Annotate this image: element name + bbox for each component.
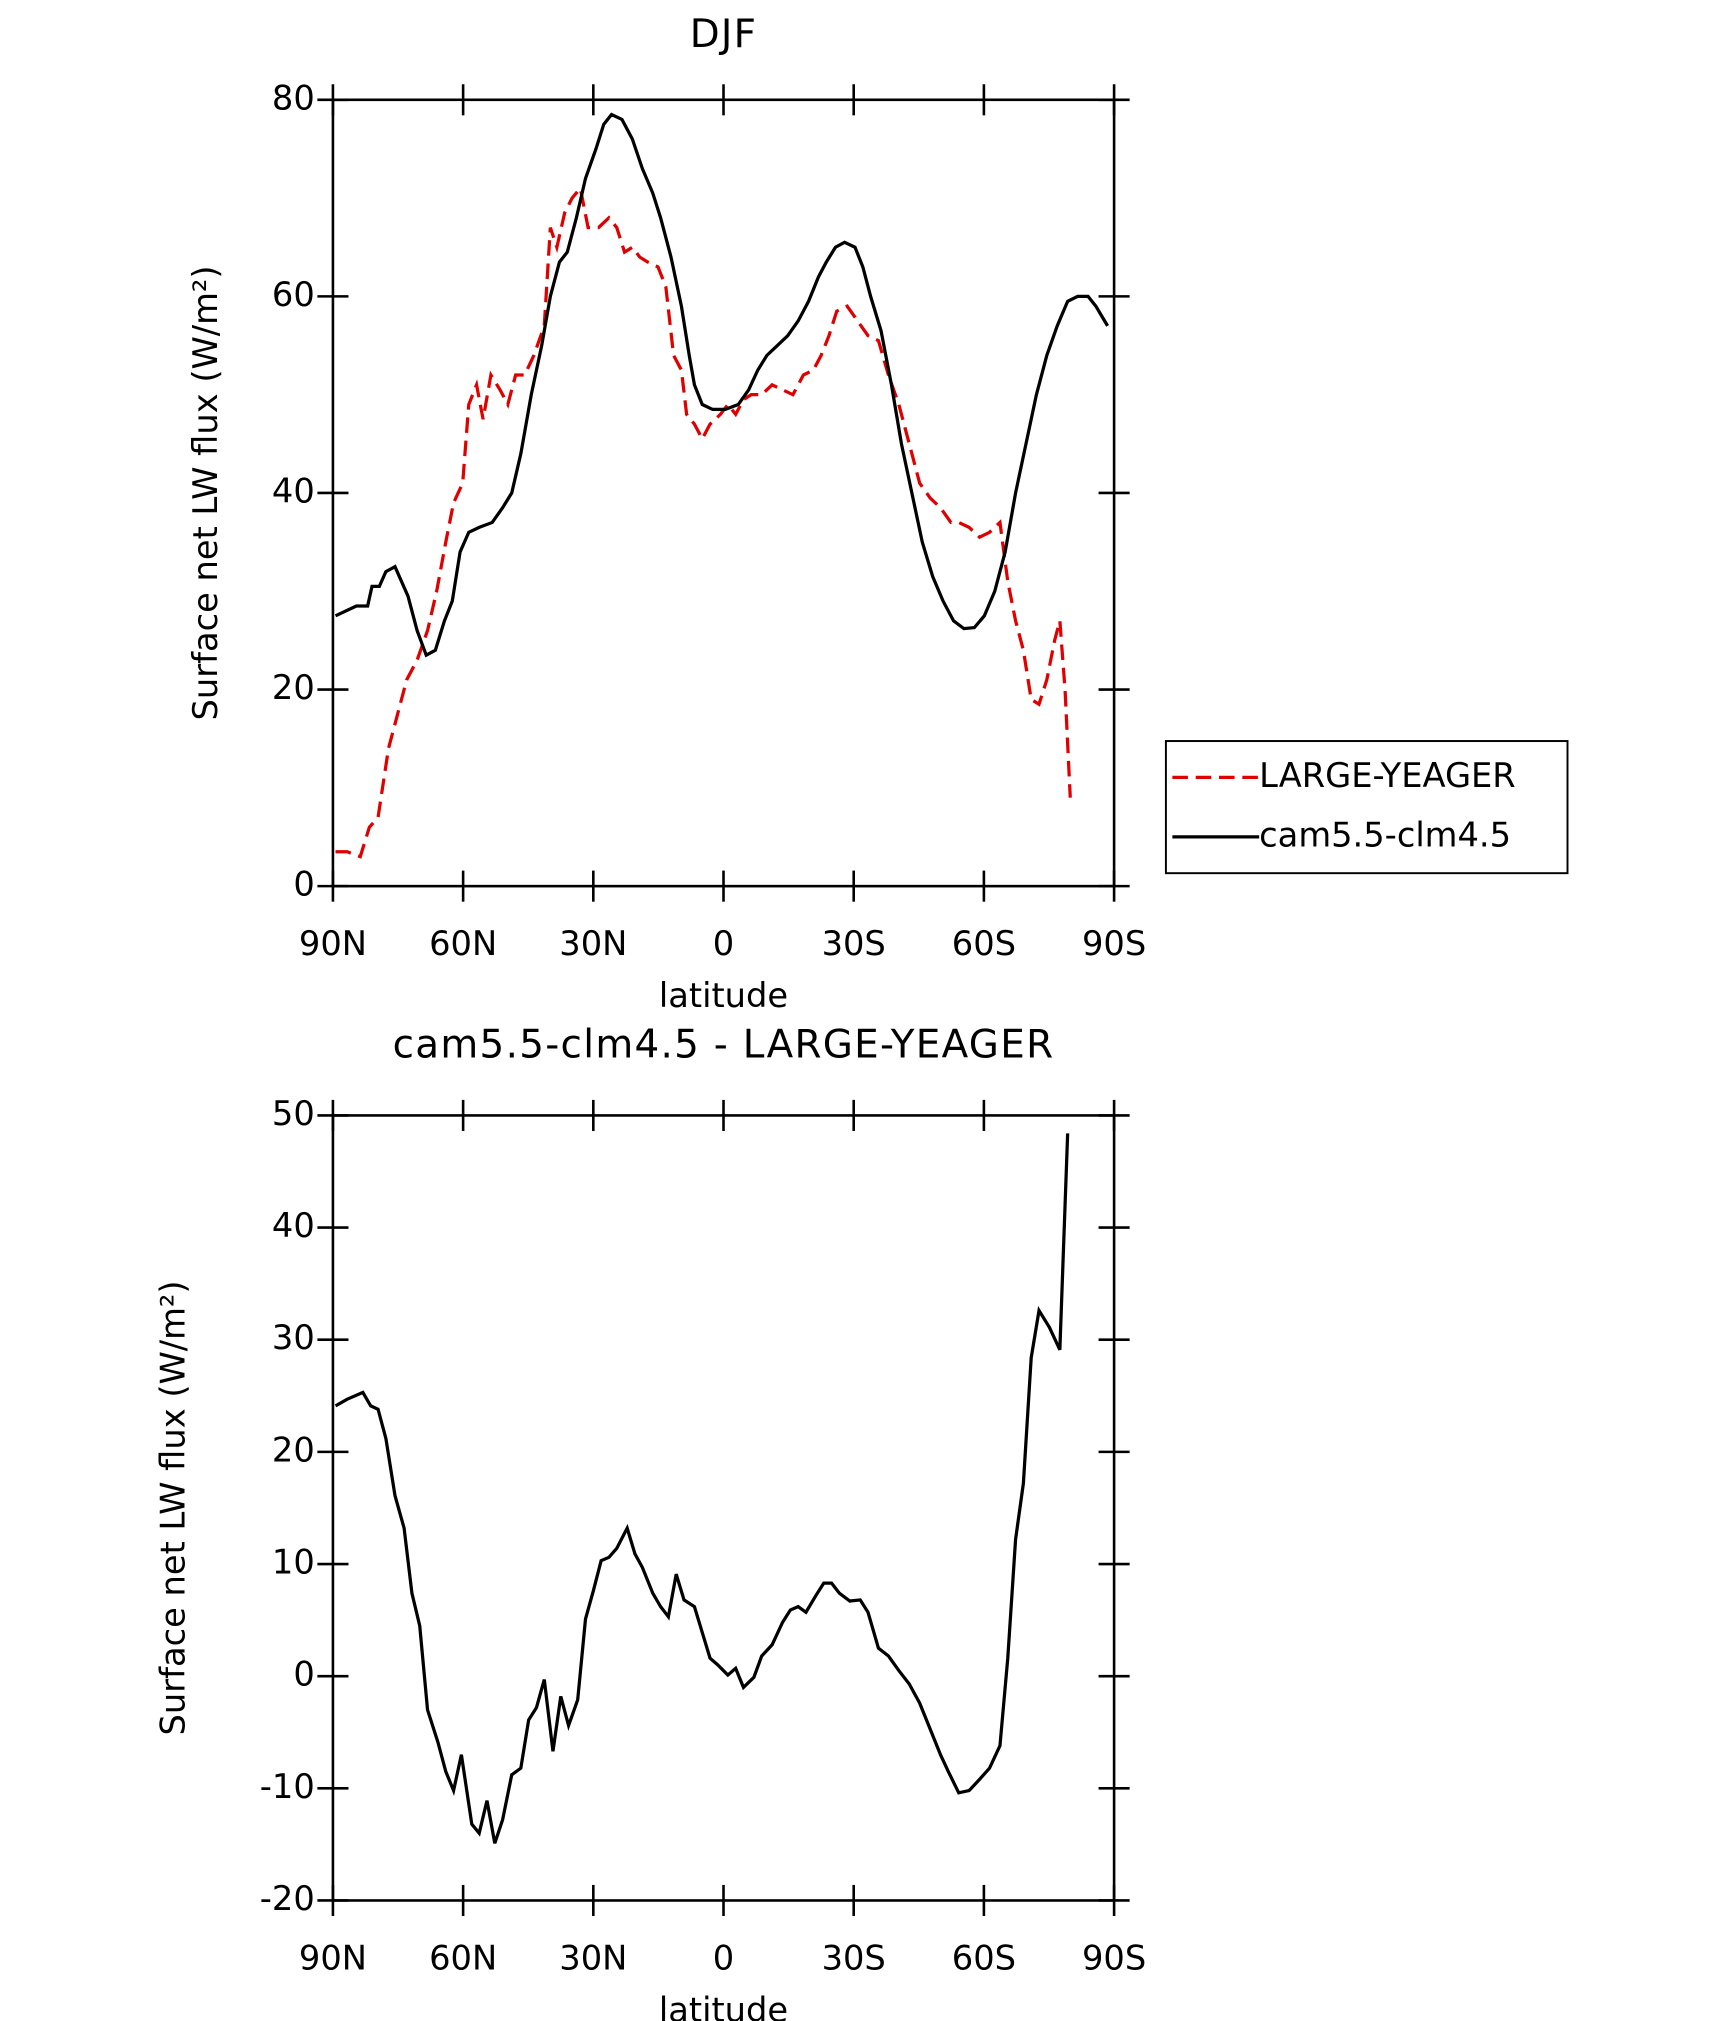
data-line (334, 1133, 1070, 1844)
y-tick-label: 10 (272, 1543, 315, 1582)
x-tick-label: 60N (429, 1939, 497, 1978)
x-tick-label: 30N (559, 924, 627, 963)
x-tick-label: 30S (822, 924, 886, 963)
legend-box (1164, 740, 1569, 875)
y-tick-label: -20 (260, 1879, 315, 1918)
plot-frame (331, 98, 1116, 888)
y-axis-label: Surface net LW flux (W/m²) (153, 1280, 192, 1735)
x-tick-label: 90N (299, 1939, 367, 1978)
x-tick-label: 0 (713, 924, 734, 963)
y-tick-label: -10 (260, 1767, 315, 1806)
y-tick-label: 0 (293, 865, 314, 904)
x-tick-label: 90S (1082, 924, 1146, 963)
x-tick-label: 60S (952, 1939, 1016, 1978)
data-line (335, 184, 1072, 859)
x-axis-label: latitude (659, 976, 788, 1015)
chart-title: DJF (690, 12, 758, 57)
y-tick-label: 40 (272, 1206, 315, 1245)
x-tick-label: 0 (713, 1939, 734, 1978)
y-tick-label: 20 (272, 668, 315, 707)
plot-frame (331, 1114, 1116, 1902)
legend-label: LARGE-YEAGER (1259, 756, 1516, 795)
y-tick-label: 40 (272, 471, 315, 510)
y-tick-label: 80 (272, 78, 315, 117)
x-axis-label: latitude (659, 1990, 788, 2021)
x-tick-label: 30N (559, 1939, 627, 1978)
chart-title: cam5.5-clm4.5 - LARGE-YEAGER (393, 1022, 1055, 1067)
x-tick-label: 30S (822, 1939, 886, 1978)
y-tick-label: 20 (272, 1430, 315, 1469)
y-tick-label: 0 (293, 1655, 314, 1694)
data-line (334, 112, 1109, 658)
x-tick-label: 60N (429, 924, 497, 963)
y-tick-label: 30 (272, 1318, 315, 1357)
x-tick-label: 60S (952, 924, 1016, 963)
y-axis-label: Surface net LW flux (W/m²) (186, 265, 225, 720)
y-tick-label: 50 (272, 1094, 315, 1133)
legend-label: cam5.5-clm4.5 (1259, 815, 1511, 854)
x-tick-label: 90N (299, 924, 367, 963)
y-tick-label: 60 (272, 275, 315, 314)
x-tick-label: 90S (1082, 1939, 1146, 1978)
